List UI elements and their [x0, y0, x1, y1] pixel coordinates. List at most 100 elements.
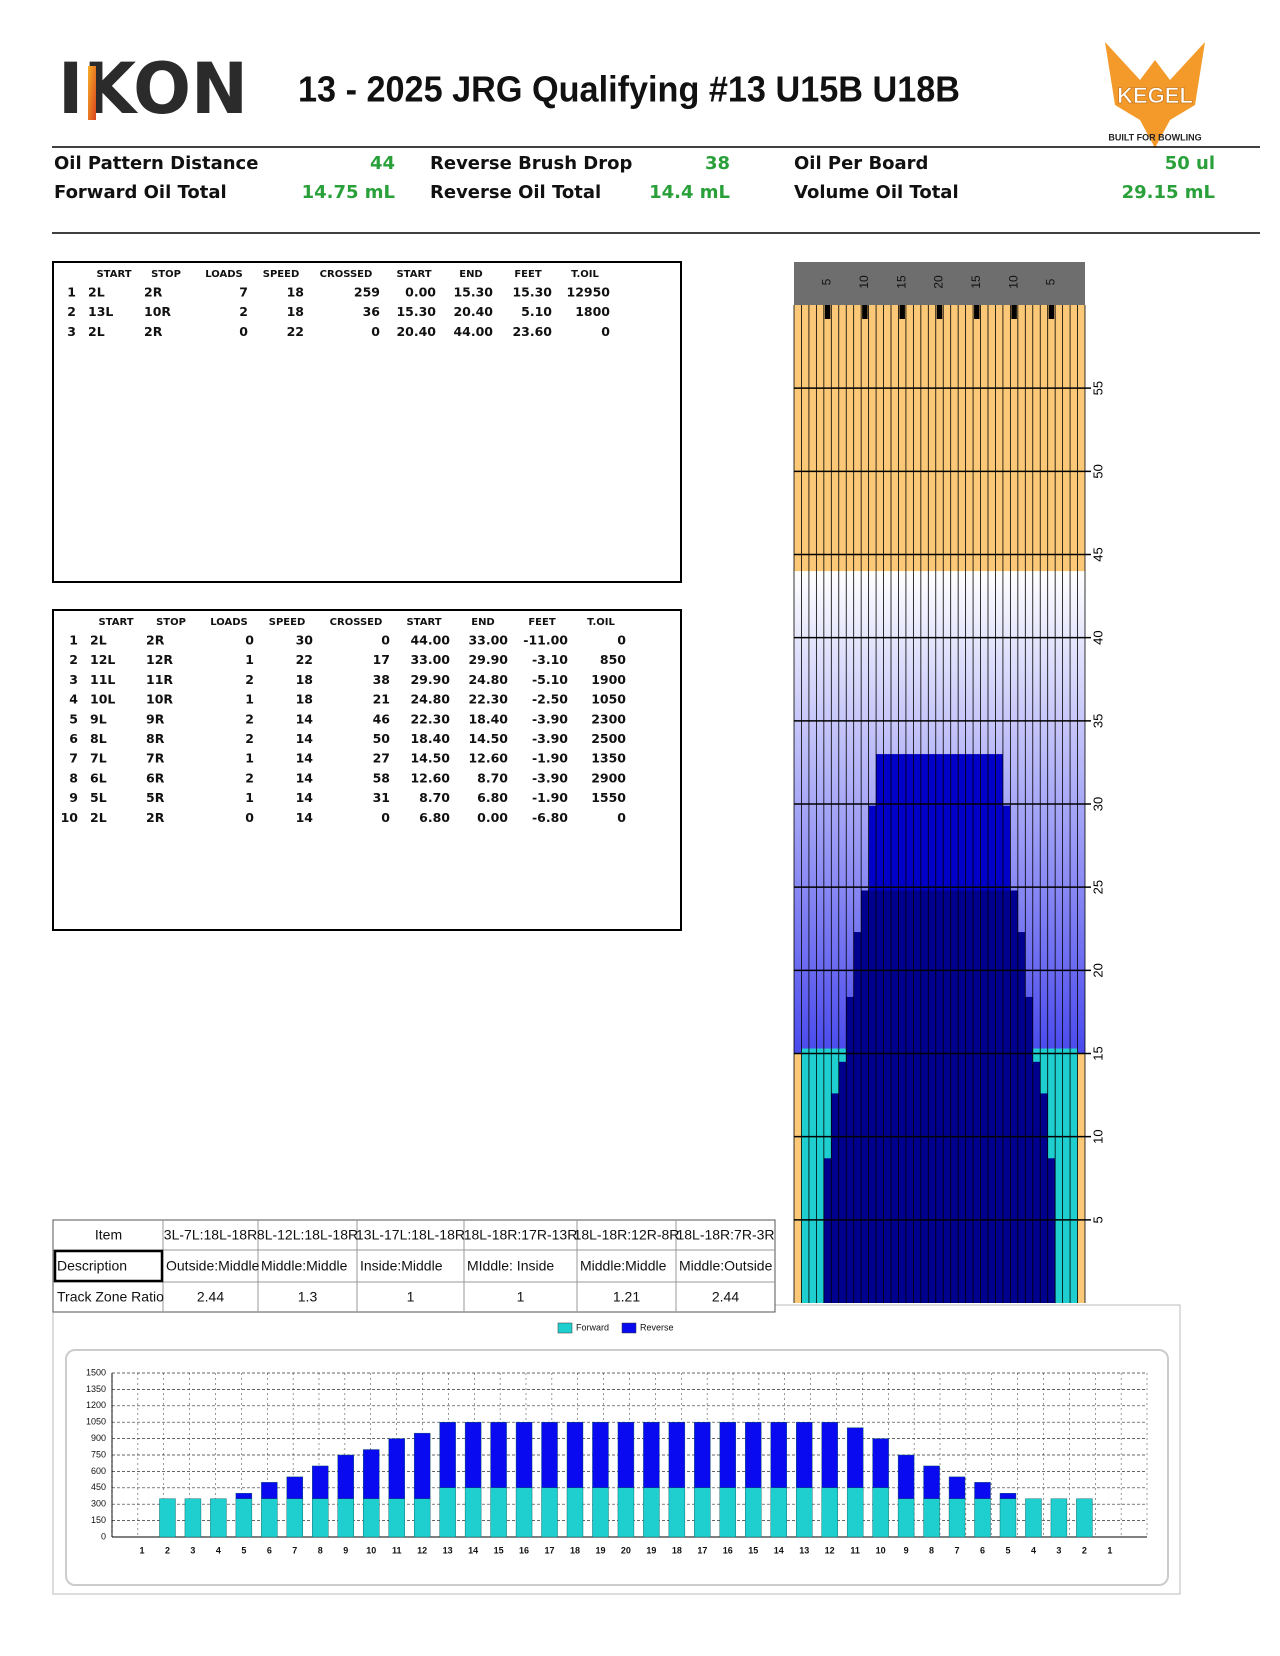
table-cell: 9L — [90, 711, 107, 726]
table-cell: 0.00 — [477, 810, 508, 825]
bar — [490, 1421, 507, 1488]
y-tick-label: 300 — [91, 1499, 106, 1509]
table-cell: 31 — [373, 790, 390, 805]
table-cell: 5R — [146, 790, 165, 805]
stat-value: 14.75 mL — [302, 182, 395, 203]
board-marker — [974, 305, 980, 319]
x-tick-label: 7 — [955, 1545, 960, 1555]
bar — [897, 1454, 915, 1499]
chart-panel — [52, 1304, 1181, 1595]
legend-label: Forward — [576, 1322, 609, 1332]
column-header: STOP — [151, 269, 181, 280]
bar — [694, 1487, 711, 1538]
bar — [770, 1487, 787, 1538]
table-cell: 38 — [373, 672, 390, 687]
table-cell: 1 — [245, 751, 254, 766]
legend-label: Reverse — [640, 1322, 674, 1332]
table-cell: 50 — [373, 731, 391, 746]
x-tick-label: 8 — [929, 1545, 934, 1555]
table-cell: 10R — [144, 304, 171, 319]
track-zone-cell: 1 — [407, 1289, 415, 1305]
track-zone-cell: Outside:Middle — [166, 1258, 260, 1274]
track-zone-cell: Inside:Middle — [360, 1258, 443, 1274]
board-label: 20 — [932, 275, 946, 289]
x-tick-label: 9 — [904, 1545, 909, 1555]
column-header: CROSSED — [330, 617, 383, 628]
x-tick-label: 12 — [825, 1545, 835, 1555]
x-tick-label: 6 — [980, 1545, 985, 1555]
bar — [566, 1421, 584, 1488]
track-zone-cell: Description — [57, 1258, 127, 1274]
x-tick-label: 7 — [292, 1545, 297, 1555]
table-cell: 2 — [245, 731, 254, 746]
x-tick-label: 3 — [1056, 1545, 1061, 1555]
x-tick-label: 15 — [748, 1545, 758, 1555]
bar — [897, 1498, 915, 1538]
bar — [235, 1493, 253, 1499]
title: 13 - 2025 JRG Qualifying #13 U15B U18B — [298, 69, 960, 110]
table-cell: -1.90 — [532, 751, 568, 766]
x-tick-label: 2 — [1082, 1545, 1087, 1555]
x-tick-label: 20 — [621, 1545, 631, 1555]
bar — [796, 1421, 813, 1488]
table-cell: 10L — [90, 692, 115, 707]
table-cell: 6.80 — [477, 790, 508, 805]
y-tick-label: 1500 — [86, 1367, 106, 1377]
stat-value: 14.4 mL — [649, 182, 730, 203]
table-cell: 14 — [296, 810, 314, 825]
bar — [592, 1487, 609, 1538]
track-zone-cell: 8L-12L:18L-18R — [257, 1227, 358, 1243]
column-header: START — [98, 617, 133, 628]
table-cell: 850 — [600, 652, 626, 667]
table-cell: 2 — [245, 672, 254, 687]
table-cell: 6 — [69, 731, 78, 746]
bar — [617, 1487, 635, 1538]
tagline: BUILT FOR BOWLING — [1108, 132, 1201, 142]
feet-label: 5 — [1090, 1216, 1105, 1223]
table-cell: 2 — [239, 304, 248, 319]
stat-label: Reverse Brush Drop — [430, 153, 632, 174]
bar — [719, 1487, 737, 1538]
track-zone-cell: Item — [95, 1227, 122, 1243]
x-tick-label: 17 — [697, 1545, 707, 1555]
bar — [668, 1421, 686, 1488]
board-label: 10 — [857, 275, 871, 289]
bar — [948, 1498, 966, 1538]
bar — [745, 1421, 762, 1488]
track-zone-cell: 2.44 — [712, 1289, 739, 1305]
track-zone-cell: 3L-7L:18L-18R — [164, 1227, 257, 1243]
board-marker — [862, 305, 868, 319]
table-cell: 33.00 — [468, 633, 508, 648]
bar — [388, 1498, 405, 1538]
bar — [999, 1493, 1017, 1499]
bar — [261, 1482, 278, 1499]
table-cell: 2R — [144, 324, 163, 339]
table-cell: -3.90 — [532, 770, 568, 785]
table-cell: 14.50 — [468, 731, 508, 746]
column-header: FEET — [528, 617, 555, 628]
table-cell: 2 — [67, 304, 76, 319]
column-header: SPEED — [269, 617, 306, 628]
x-tick-label: 19 — [646, 1545, 656, 1555]
table-cell: 21 — [373, 692, 390, 707]
bar — [846, 1487, 864, 1538]
x-tick-label: 5 — [241, 1545, 246, 1555]
x-tick-label: 11 — [850, 1545, 860, 1555]
x-tick-label: 18 — [672, 1545, 682, 1555]
board-label: 15 — [969, 275, 983, 289]
column-header: CROSSED — [320, 269, 373, 280]
stat-label: Reverse Oil Total — [430, 182, 601, 203]
bar — [439, 1487, 456, 1538]
table-cell: -3.90 — [532, 711, 568, 726]
table-cell: 20.40 — [453, 304, 493, 319]
bar — [974, 1482, 991, 1499]
brand: KEGEL — [1117, 83, 1193, 108]
stat-label: Oil Pattern Distance — [54, 153, 258, 174]
x-tick-label: 11 — [392, 1545, 402, 1555]
table-cell: 29.90 — [410, 672, 450, 687]
table-cell: 1 — [245, 692, 254, 707]
board-label: 15 — [894, 275, 908, 289]
bar — [745, 1487, 762, 1538]
table-cell: -5.10 — [532, 672, 568, 687]
